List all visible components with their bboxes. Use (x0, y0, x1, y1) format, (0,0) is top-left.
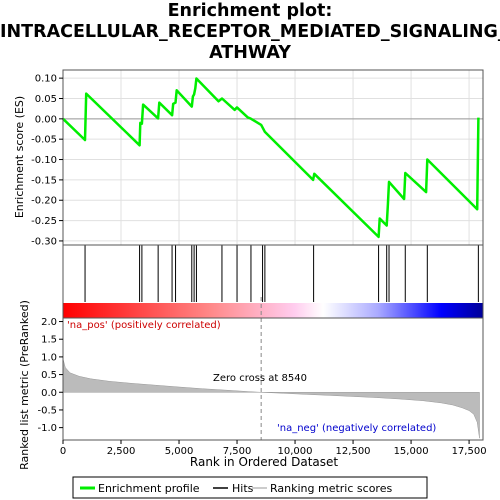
x-axis-label: Rank in Ordered Dataset (190, 455, 338, 469)
x-tick-label: 10,000 (278, 446, 313, 457)
ranking-metric-area (62, 358, 480, 439)
top-panel (62, 77, 483, 239)
bottom-panel (62, 297, 480, 440)
x-tick-label: 7,500 (223, 446, 252, 457)
legend-label-hits: Hits (232, 482, 254, 495)
top-y-tick-label: 0.10 (35, 74, 57, 85)
top-panel-grid (62, 70, 483, 245)
x-tick-label: 17,500 (452, 446, 487, 457)
bottom-y-tick-label: -1.0 (37, 423, 57, 434)
legend: Enrichment profile Hits Ranking metric s… (72, 476, 428, 499)
bottom-y-tick-label: 0.0 (41, 388, 57, 399)
enrichment-profile-line (62, 77, 480, 239)
chart-title-line-3: ATHWAY (209, 43, 291, 63)
top-y-tick-label: -0.15 (31, 175, 57, 186)
chart-title-line-1: Enrichment plot: (167, 1, 333, 21)
bottom-y-axis-label: Ranked list metric (PreRanked) (18, 300, 31, 470)
top-y-tick-label: -0.10 (31, 155, 57, 166)
top-panel-frame (62, 69, 484, 246)
x-tick-label: 5,000 (165, 446, 194, 457)
legend-label-ranking: Ranking metric scores (270, 482, 392, 495)
zero-cross-label: Zero cross at 8540 (213, 373, 307, 384)
x-tick-label: 2,500 (107, 446, 136, 457)
top-y-tick-label: -0.05 (31, 135, 57, 146)
ranking-color-bar (63, 303, 483, 318)
x-tick-label: 15,000 (394, 446, 429, 457)
legend-label-enrichment: Enrichment profile (98, 482, 200, 495)
hits-panel (84, 245, 479, 302)
x-tick-label: 0 (60, 446, 66, 457)
top-y-tick-label: 0.05 (35, 94, 57, 105)
bottom-y-tick-label: 0.5 (41, 370, 57, 381)
top-y-axis-label: Enrichment score (ES) (13, 96, 26, 218)
bottom-y-tick-label: 2.0 (41, 317, 57, 328)
bottom-y-tick-label: 1.0 (41, 352, 57, 363)
top-y-tick-label: -0.25 (31, 216, 57, 227)
ranking-color-strip (63, 303, 483, 318)
bottom-y-tick-label: -0.5 (37, 405, 57, 416)
chart-title-line-2: INTRACELLULAR_RECEPTOR_MEDIATED_SIGNALIN… (0, 22, 500, 42)
label-positive-correlation: 'na_pos' (positively correlated) (67, 320, 221, 331)
x-tick-label: 12,500 (336, 446, 371, 457)
top-y-tick-label: -0.30 (31, 236, 57, 247)
axes: 0.100.050.00-0.05-0.10-0.15-0.20-0.25-0.… (31, 69, 487, 457)
top-y-tick-label: 0.00 (35, 114, 57, 125)
top-y-tick-label: -0.20 (31, 196, 57, 207)
bottom-y-tick-label: 1.5 (41, 335, 57, 346)
label-negative-correlation: 'na_neg' (negatively correlated) (277, 423, 436, 434)
bottom-panel-frame (62, 317, 484, 441)
